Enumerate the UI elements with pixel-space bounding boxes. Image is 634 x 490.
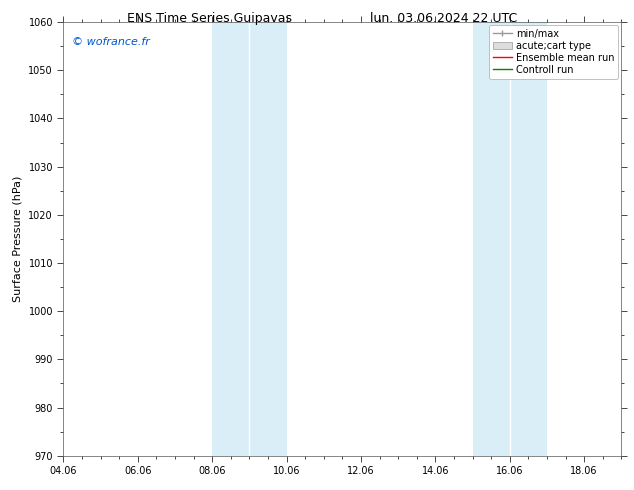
Text: ENS Time Series Guipavas: ENS Time Series Guipavas (127, 12, 292, 25)
Y-axis label: Surface Pressure (hPa): Surface Pressure (hPa) (13, 176, 23, 302)
Bar (472, 22, 510, 456)
Legend: min/max, acute;cart type, Ensemble mean run, Controll run: min/max, acute;cart type, Ensemble mean … (489, 25, 618, 78)
Text: lun. 03.06.2024 22 UTC: lun. 03.06.2024 22 UTC (370, 12, 517, 25)
Bar (249, 22, 287, 456)
Text: © wofrance.fr: © wofrance.fr (72, 37, 150, 47)
Bar (212, 22, 249, 456)
Bar (510, 22, 547, 456)
